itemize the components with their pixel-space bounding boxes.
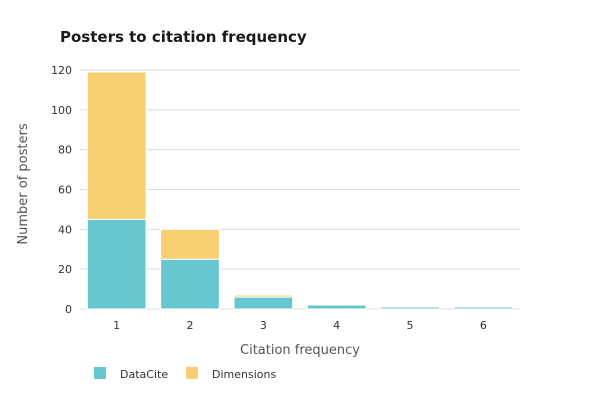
x-tick-label: 4 <box>333 319 340 332</box>
x-tick-label: 1 <box>113 319 120 332</box>
grid-layer <box>80 69 520 310</box>
chart-title: Posters to citation frequency <box>60 28 307 46</box>
y-tick-label: 0 <box>65 303 72 316</box>
legend-swatch <box>94 367 106 379</box>
bar-datacite-4[interactable] <box>306 304 367 310</box>
y-tick-label: 100 <box>51 104 72 117</box>
y-tick-label: 60 <box>58 184 72 197</box>
bar-dimensions-2[interactable] <box>160 228 220 260</box>
x-tick-labels: 1 2 3 4 5 6 <box>113 319 487 332</box>
bar-dimensions-1[interactable] <box>86 71 147 220</box>
bar-datacite-5[interactable] <box>380 306 440 310</box>
legend-swatch <box>186 367 198 379</box>
x-axis-label: Citation frequency <box>240 343 360 358</box>
legend-label: DataCite <box>120 368 168 381</box>
bar-dimensions-3[interactable] <box>233 294 294 298</box>
y-tick-label: 40 <box>58 223 72 236</box>
bar-datacite-2[interactable] <box>160 258 220 310</box>
legend-item-dimensions[interactable]: Dimensions <box>186 367 276 381</box>
x-tick-label: 5 <box>407 319 414 332</box>
y-axis-label: Number of posters <box>16 123 31 244</box>
x-tick-label: 6 <box>480 319 487 332</box>
bar-datacite-6[interactable] <box>453 306 514 310</box>
y-tick-label: 20 <box>58 263 72 276</box>
y-tick-label: 120 <box>51 64 72 77</box>
bars-layer <box>86 71 514 310</box>
bar-datacite-3[interactable] <box>233 296 294 310</box>
y-tick-label: 80 <box>58 144 72 157</box>
legend-item-datacite[interactable]: DataCite <box>94 367 168 381</box>
bar-datacite-1[interactable] <box>86 218 147 310</box>
legend: DataCite Dimensions <box>94 367 276 381</box>
y-tick-labels: 0 20 40 60 80 100 120 <box>51 64 72 316</box>
x-tick-label: 3 <box>260 319 267 332</box>
x-tick-label: 2 <box>187 319 194 332</box>
legend-label: Dimensions <box>212 368 276 381</box>
